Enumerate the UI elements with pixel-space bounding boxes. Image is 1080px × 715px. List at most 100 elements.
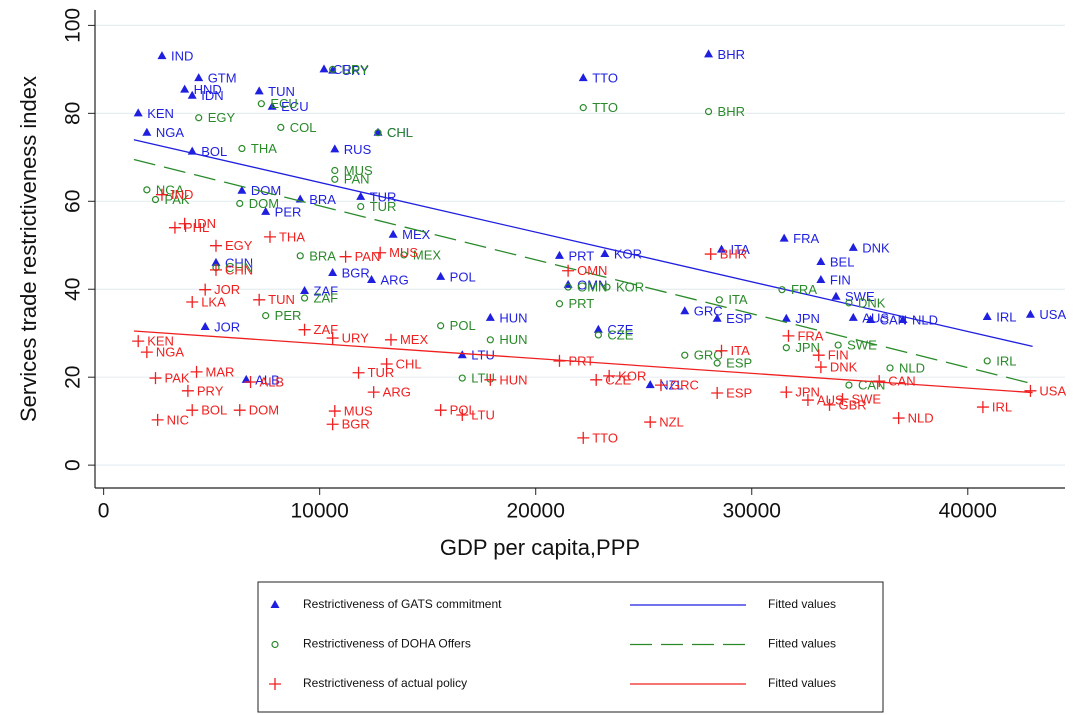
point-label: MEX [402, 227, 431, 242]
point-label: CHL [396, 356, 422, 371]
fitted-line [133, 330, 1033, 394]
x-tick-label: 10000 [290, 500, 348, 523]
x-tick-label: 0 [98, 500, 110, 523]
point-label: IRL [996, 309, 1016, 324]
plus-marker [812, 349, 825, 362]
point-label: COL [290, 120, 317, 135]
point-label: CAN [858, 378, 885, 393]
point-label: IND [171, 187, 193, 202]
point-label: TUN [268, 292, 295, 307]
point-label: SWE [847, 338, 877, 353]
point-label: PHL [184, 220, 209, 235]
point-label: PER [275, 308, 302, 323]
plus-marker [823, 398, 836, 411]
plus-marker [244, 376, 257, 389]
point-label: BGR [342, 417, 370, 432]
triangle-marker [898, 315, 908, 324]
triangle-marker [270, 600, 280, 608]
point-label: ZAF [314, 283, 339, 298]
point-label: ALB [260, 374, 285, 389]
triangle-marker [781, 313, 791, 322]
circle-marker [271, 640, 279, 649]
plus-marker [814, 361, 827, 374]
point-label: POL [450, 269, 476, 284]
point-label: ECU [270, 96, 297, 111]
point-label: DNK [830, 360, 858, 375]
plus-marker [269, 678, 281, 690]
point-label: HUN [499, 310, 527, 325]
point-label: MUS [344, 163, 373, 178]
point-label: JPN [795, 340, 820, 355]
plus-marker [782, 329, 795, 342]
point-label: ECU [281, 99, 308, 114]
point-label: BRA [309, 192, 336, 207]
circle-marker [357, 202, 365, 211]
triangle-marker [816, 256, 826, 265]
triangle-marker [373, 127, 383, 136]
point-label: CHN [225, 260, 253, 275]
triangle-marker [848, 312, 858, 321]
point-label: NGA [156, 125, 185, 140]
point-label: CHL [387, 125, 413, 140]
triangle-marker [848, 242, 858, 251]
point-label: EGY [208, 110, 236, 125]
point-label: NZL [659, 378, 684, 393]
point-label: MEX [400, 332, 429, 347]
plus-marker [352, 366, 365, 379]
triangle-marker [300, 285, 310, 294]
plus-marker [149, 372, 162, 385]
legend-label: Fitted values [768, 676, 836, 690]
point-label: TUN [268, 84, 295, 99]
point-label: DOM [249, 196, 279, 211]
triangle-marker [485, 312, 495, 321]
circle-marker [834, 341, 842, 349]
point-label: GRC [670, 378, 699, 393]
point-label: TTO [592, 430, 618, 445]
plus-marker [178, 217, 191, 230]
x-tick-label: 30000 [723, 500, 781, 523]
circle-marker [845, 299, 853, 307]
point-label: MEX [413, 247, 442, 262]
point-label: NIC [167, 412, 189, 427]
circle-marker [151, 195, 160, 204]
plus-marker [233, 404, 246, 417]
point-label: BOL [201, 144, 227, 159]
point-label: ESP [726, 311, 752, 326]
point-label: IDN [201, 88, 223, 103]
triangle-marker [600, 249, 610, 258]
triangle-marker [142, 127, 152, 136]
point-label: LTU [471, 371, 495, 386]
point-label: POL [450, 318, 476, 333]
triangle-marker [180, 84, 190, 93]
triangle-marker [1025, 309, 1035, 318]
legend-label: Restrictiveness of DOHA Offers [303, 637, 471, 651]
circle-marker [486, 336, 494, 344]
circle-marker [300, 294, 309, 302]
plus-marker [655, 379, 668, 392]
point-label: AUS [862, 310, 889, 325]
triangle-marker [982, 311, 992, 320]
point-label: GTM [208, 71, 237, 86]
point-label: LKA [201, 294, 226, 309]
point-label: EGY [225, 238, 253, 253]
triangle-marker [261, 206, 271, 215]
point-label: ITA [731, 242, 751, 257]
triangle-marker [578, 73, 588, 82]
point-label: IDN [194, 216, 216, 231]
triangle-marker [593, 324, 603, 333]
point-label: AUS [817, 392, 844, 407]
plus-marker [456, 409, 469, 422]
circle-marker [238, 144, 246, 153]
point-label: TUR [370, 199, 397, 214]
triangle-marker [133, 108, 143, 117]
circle-marker [983, 357, 991, 365]
point-label: TTO [592, 71, 618, 86]
point-label: IRL [996, 353, 1016, 368]
plus-marker [181, 384, 194, 397]
point-label: GRC [694, 348, 723, 363]
point-label: CZE [607, 322, 633, 337]
triangle-marker [330, 144, 340, 153]
point-label: FRA [793, 231, 819, 246]
point-label: SWE [851, 392, 881, 407]
point-label: PRT [568, 296, 594, 311]
